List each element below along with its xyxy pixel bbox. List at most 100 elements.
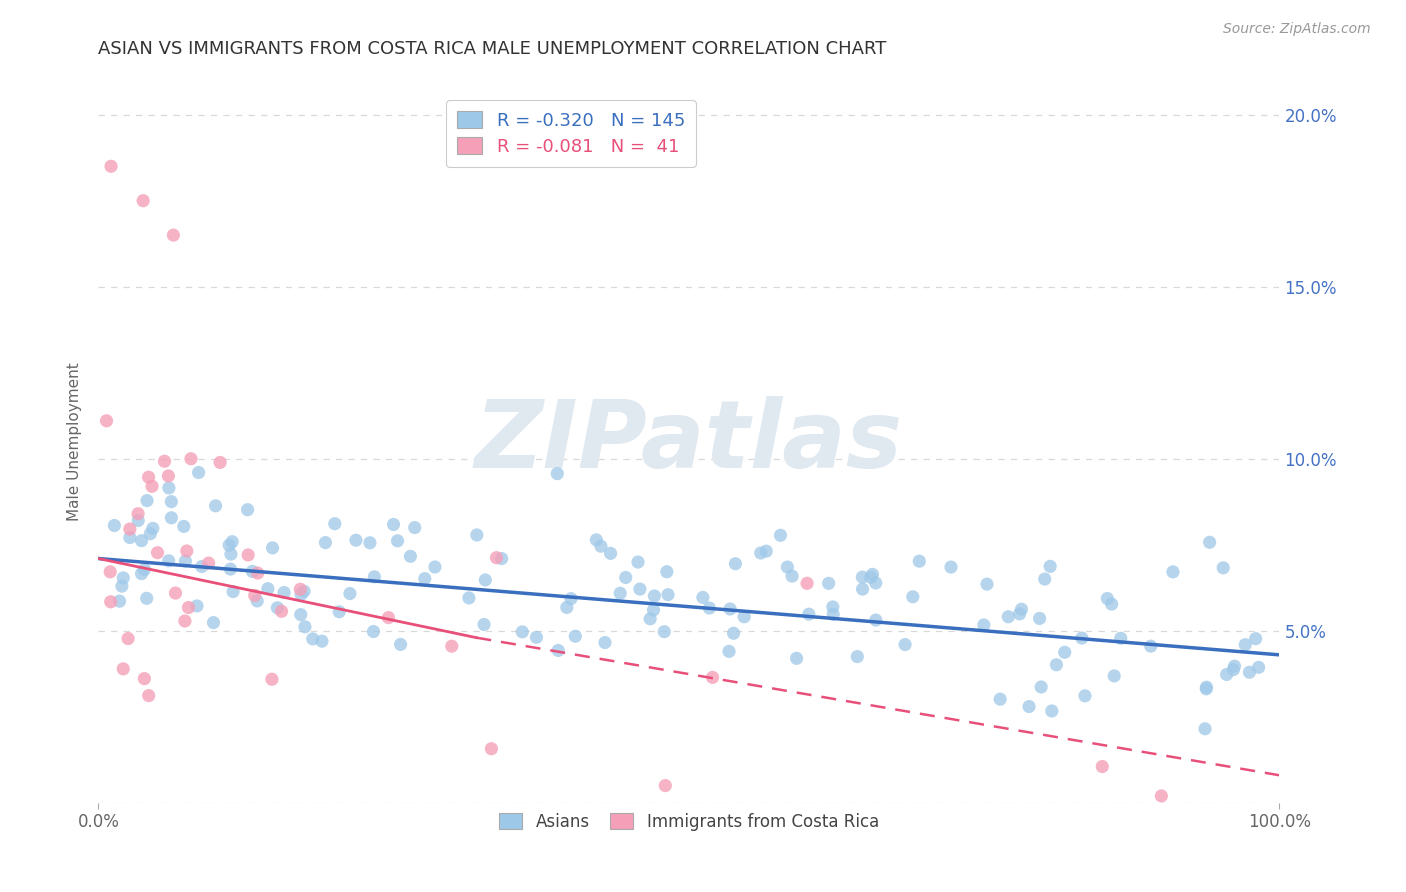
Point	[1222, 663, 1244, 677]
Point	[491, 551, 513, 566]
Point	[236, 548, 259, 562]
Point	[134, 672, 156, 686]
Point	[157, 554, 180, 568]
Point	[339, 586, 361, 600]
Point	[222, 584, 245, 599]
Point	[191, 559, 214, 574]
Point	[290, 582, 312, 597]
Point	[290, 607, 312, 622]
Text: ASIAN VS IMMIGRANTS FROM COSTA RICA MALE UNEMPLOYMENT CORRELATION CHART: ASIAN VS IMMIGRANTS FROM COSTA RICA MALE…	[98, 40, 887, 58]
Point	[894, 638, 917, 652]
Point	[724, 557, 747, 571]
Point	[458, 591, 481, 605]
Point	[100, 595, 122, 609]
Point	[599, 546, 621, 560]
Point	[221, 534, 243, 549]
Point	[776, 560, 799, 574]
Point	[1097, 591, 1119, 606]
Point	[472, 617, 495, 632]
Point	[153, 454, 176, 468]
Point	[160, 494, 183, 508]
Point	[1039, 559, 1062, 574]
Point	[363, 624, 385, 639]
Point	[260, 672, 283, 686]
Point	[1008, 607, 1031, 621]
Point	[413, 572, 436, 586]
Point	[1101, 597, 1123, 611]
Point	[1045, 657, 1067, 672]
Point	[1074, 689, 1097, 703]
Point	[702, 670, 724, 684]
Point	[780, 569, 803, 583]
Point	[546, 467, 568, 481]
Point	[363, 570, 385, 584]
Point	[219, 562, 242, 576]
Point	[1195, 681, 1218, 696]
Point	[1194, 722, 1216, 736]
Point	[1028, 611, 1050, 625]
Point	[823, 607, 845, 622]
Point	[423, 560, 446, 574]
Point	[655, 565, 678, 579]
Point	[257, 582, 280, 596]
Point	[138, 470, 160, 484]
Point	[108, 594, 131, 608]
Point	[290, 587, 312, 601]
Point	[723, 626, 745, 640]
Point	[135, 591, 157, 606]
Point	[176, 544, 198, 558]
Point	[1223, 659, 1246, 673]
Point	[643, 589, 665, 603]
Point	[692, 591, 714, 605]
Point	[755, 544, 778, 558]
Point	[585, 533, 607, 547]
Point	[209, 455, 232, 469]
Point	[270, 604, 292, 618]
Point	[1031, 680, 1053, 694]
Point	[851, 582, 873, 596]
Text: ZIPatlas: ZIPatlas	[475, 395, 903, 488]
Point	[246, 594, 269, 608]
Point	[1102, 669, 1125, 683]
Point	[162, 228, 184, 243]
Point	[202, 615, 225, 630]
Point	[997, 609, 1019, 624]
Point	[131, 533, 153, 548]
Point	[204, 499, 226, 513]
Point	[262, 541, 284, 555]
Point	[485, 550, 508, 565]
Point	[1215, 667, 1237, 681]
Point	[652, 624, 675, 639]
Point	[973, 618, 995, 632]
Point	[526, 630, 548, 644]
Point	[547, 643, 569, 657]
Point	[273, 585, 295, 599]
Point	[609, 586, 631, 600]
Point	[1010, 602, 1032, 616]
Point	[1018, 699, 1040, 714]
Point	[614, 570, 637, 584]
Point	[859, 570, 882, 584]
Point	[389, 637, 412, 651]
Point	[939, 560, 962, 574]
Point	[628, 582, 651, 596]
Point	[817, 576, 839, 591]
Point	[382, 517, 405, 532]
Point	[1212, 561, 1234, 575]
Point	[555, 600, 578, 615]
Point	[404, 520, 426, 534]
Point	[127, 507, 149, 521]
Point	[173, 519, 195, 533]
Point	[180, 451, 202, 466]
Point	[344, 533, 367, 548]
Point	[112, 662, 135, 676]
Point	[699, 601, 721, 615]
Point	[1247, 660, 1270, 674]
Point	[174, 554, 197, 568]
Point	[908, 554, 931, 568]
Text: Source: ZipAtlas.com: Source: ZipAtlas.com	[1223, 22, 1371, 37]
Point	[749, 546, 772, 560]
Point	[1033, 572, 1056, 586]
Point	[1109, 632, 1132, 646]
Y-axis label: Male Unemployment: Male Unemployment	[67, 362, 83, 521]
